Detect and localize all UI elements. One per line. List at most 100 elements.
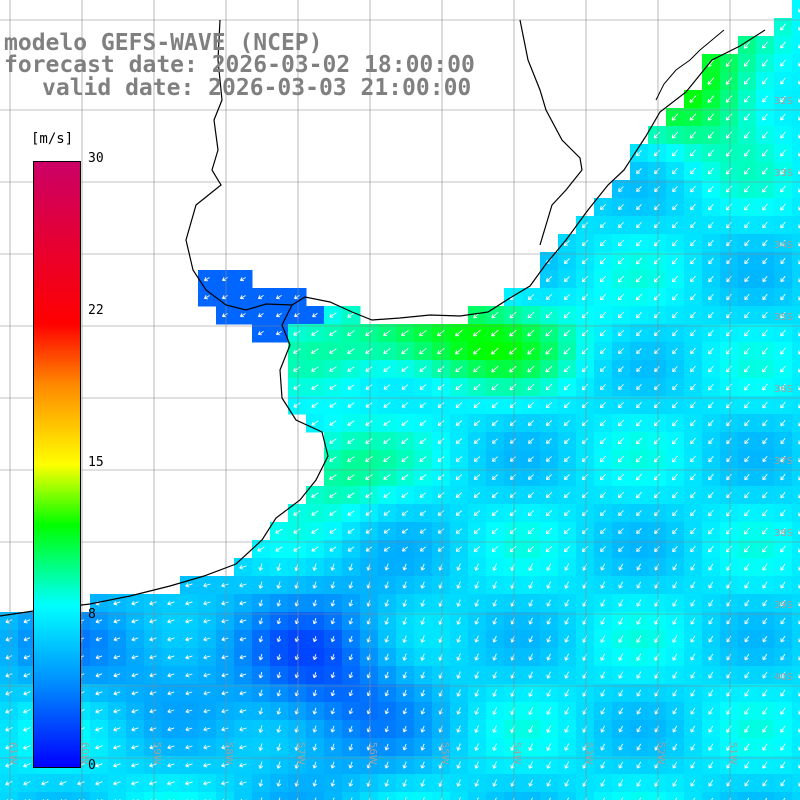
wind-arrow <box>780 635 786 643</box>
wind-arrow <box>690 419 696 427</box>
wind-arrow <box>545 402 553 409</box>
wind-arrow <box>762 635 768 643</box>
wind-arrow <box>690 365 696 373</box>
wind-arrow <box>23 763 31 768</box>
wind-arrow <box>725 113 733 121</box>
wind-arrow <box>581 311 589 319</box>
wind-arrow <box>312 672 318 679</box>
wind-arrow <box>383 384 391 390</box>
wind-arrow <box>636 689 642 697</box>
wind-arrow <box>654 510 660 517</box>
wind-arrow <box>456 743 461 751</box>
wind-arrow <box>113 709 121 714</box>
wind-arrow <box>384 761 389 769</box>
valid-date: valid date: 2026-03-03 21:00:00 <box>42 75 472 101</box>
wind-arrow <box>149 637 157 642</box>
wind-arrow <box>653 239 660 247</box>
wind-arrow <box>365 384 373 390</box>
wind-arrow <box>744 545 750 553</box>
wind-arrow <box>599 239 607 247</box>
wind-arrow <box>383 456 391 462</box>
wind-arrow <box>653 257 661 265</box>
wind-arrow <box>203 618 211 624</box>
wind-arrow <box>419 402 427 408</box>
wind-arrow <box>689 113 697 121</box>
wind-arrow <box>239 672 247 678</box>
wind-arrow <box>672 671 678 679</box>
wind-arrow <box>131 654 139 660</box>
wind-arrow <box>762 617 768 625</box>
wind-arrow <box>401 528 409 534</box>
wind-arrow <box>149 763 157 768</box>
wind-arrow <box>348 653 354 661</box>
wind-arrow <box>420 707 426 715</box>
wind-arrow <box>581 293 589 301</box>
wind-arrow <box>672 779 678 787</box>
wind-arrow <box>455 347 463 355</box>
wind-arrow <box>528 743 534 751</box>
speed-cell <box>792 126 800 145</box>
wind-arrow <box>456 599 461 607</box>
wind-arrow <box>726 563 732 571</box>
wind-arrow <box>708 419 714 427</box>
wind-arrow <box>365 474 373 480</box>
wind-arrow <box>618 581 624 589</box>
wind-arrow <box>617 311 625 319</box>
wind-arrow <box>744 527 750 535</box>
wind-arrow <box>528 779 533 787</box>
wind-arrow <box>726 239 732 247</box>
wind-arrow <box>77 781 85 786</box>
wind-arrow <box>23 691 31 696</box>
wind-arrow <box>239 313 246 318</box>
speed-cell <box>792 774 800 793</box>
wind-arrow <box>384 599 389 607</box>
wind-arrow <box>780 545 786 553</box>
wind-arrow <box>491 329 499 337</box>
wind-arrow <box>474 635 479 643</box>
wind-arrow <box>780 725 786 733</box>
wind-arrow <box>744 743 750 751</box>
wind-arrow <box>402 689 408 697</box>
wind-arrow <box>239 582 247 588</box>
wind-arrow <box>419 366 427 372</box>
speed-cell <box>468 792 487 800</box>
wind-arrow <box>690 581 696 589</box>
wind-arrow <box>600 546 606 553</box>
wind-arrow <box>401 366 409 372</box>
wind-arrow <box>149 781 157 786</box>
wind-arrow <box>293 348 301 354</box>
wind-arrow <box>744 347 750 355</box>
wind-arrow <box>780 653 786 661</box>
wind-arrow <box>618 204 624 211</box>
wind-arrow <box>312 599 318 607</box>
wind-arrow <box>203 726 211 732</box>
speed-cell <box>162 792 181 800</box>
wind-arrow <box>635 455 643 463</box>
wind-arrow <box>654 401 660 409</box>
wind-arrow <box>762 563 768 571</box>
wind-arrow <box>131 781 139 786</box>
wind-arrow <box>491 546 499 553</box>
wind-arrow <box>492 653 497 661</box>
wind-arrow <box>330 761 336 769</box>
wind-arrow <box>798 26 800 31</box>
wind-arrow <box>653 131 661 139</box>
wind-arrow <box>239 726 247 732</box>
wind-arrow <box>419 546 426 552</box>
wind-arrow <box>654 329 660 337</box>
wind-arrow <box>474 689 479 697</box>
wind-arrow <box>149 708 157 714</box>
wind-arrow <box>5 727 13 732</box>
wind-arrow <box>690 347 696 355</box>
wind-arrow <box>365 402 373 408</box>
wind-arrow <box>419 347 427 355</box>
wind-arrow <box>654 384 660 391</box>
wind-arrow <box>599 510 606 517</box>
wind-arrow <box>491 420 499 426</box>
wind-arrow <box>672 546 678 553</box>
wind-arrow <box>492 707 497 715</box>
wind-arrow <box>203 708 211 714</box>
wind-arrow <box>260 797 263 800</box>
wind-arrow <box>330 636 336 643</box>
wind-arrow <box>762 347 768 355</box>
